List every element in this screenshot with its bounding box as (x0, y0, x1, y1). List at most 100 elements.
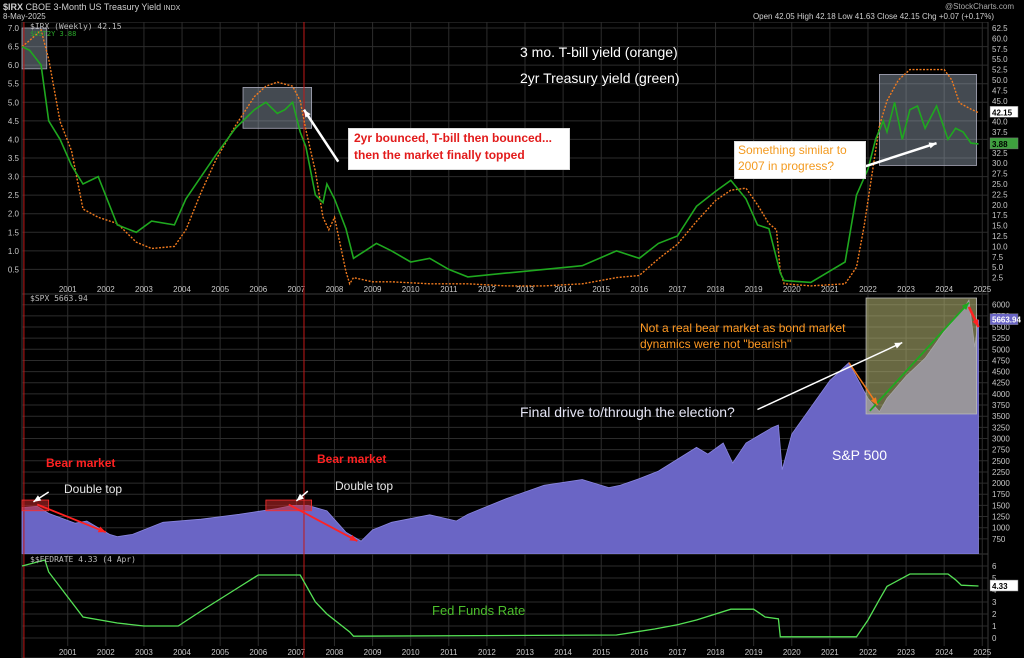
spx-tick-3000: 3000 (992, 434, 1010, 443)
bear-2000-arrow-head (97, 526, 106, 533)
fedrate-frame (21, 554, 989, 658)
bear-market-2000-label: Bear market (46, 456, 116, 470)
fed-x-tick-2010: 2010 (402, 648, 420, 657)
irx-right-tick-52-5: 52.5 (992, 66, 1008, 75)
fed-x-tick-2024: 2024 (935, 648, 953, 657)
fed-x-tick-2003: 2003 (135, 648, 153, 657)
similar-annotation-line2: 2007 in progress? (738, 159, 835, 173)
fed-x-tick-2013: 2013 (516, 648, 534, 657)
irx-right-tick-32-5: 32.5 (992, 149, 1008, 158)
x-tick-2009: 2009 (364, 285, 382, 294)
date-label: 8-May-2025 (3, 12, 46, 21)
irx-left-tick-1-0: 1.0 (8, 247, 20, 256)
fedrate-last-value-bg (989, 579, 1019, 592)
fed-x-tick-2014: 2014 (554, 648, 572, 657)
fed-tick-2: 2 (992, 610, 997, 619)
double-top-2000-label: Double top (64, 482, 123, 496)
fed-x-tick-2023: 2023 (897, 648, 915, 657)
irx-left-tick-2-5: 2.5 (8, 191, 20, 200)
irx-right-tick-60-0: 60.0 (992, 34, 1008, 43)
sp500-annotation: S&P 500 (832, 447, 888, 463)
x-tick-2023: 2023 (897, 285, 915, 294)
x-tick-2001: 2001 (59, 285, 77, 294)
x-tick-2020: 2020 (783, 285, 801, 294)
bear-market-2007-label: Bear market (317, 452, 387, 466)
irx-left-tick-5-5: 5.5 (8, 80, 20, 89)
fed-x-tick-2002: 2002 (97, 648, 115, 657)
fedrate-legend: $$FEDRATE 4.33 (4 Apr) (30, 555, 136, 564)
spx-tick-750: 750 (992, 535, 1006, 544)
fedrate-panel: 2001 2002 2003 2004 2005 2006 2007 2008 2009 2010… (21, 554, 1019, 658)
spx-tick-5000: 5000 (992, 345, 1010, 354)
finaldrive-annotation: Final drive to/through the election? (520, 404, 735, 420)
irx-right-tick-37-5: 37.5 (992, 128, 1008, 137)
notbear-annotation-line2: dynamics were not "bearish" (640, 337, 792, 351)
irx-right-tick-62-5: 62.5 (992, 24, 1008, 33)
x-tick-2010: 2010 (402, 285, 420, 294)
similar-annotation-line1: Something similar to (738, 143, 847, 157)
x-tick-2007: 2007 (287, 285, 305, 294)
irx-last-value-bg (989, 106, 1019, 118)
spx-tick-1750: 1750 (992, 490, 1010, 499)
x-tick-2025: 2025 (973, 285, 991, 294)
notbear-pointer-head (870, 397, 878, 406)
chart-title-line: $IRX CBOE 3-Month US Treasury Yield INDX (3, 2, 180, 12)
fed-x-tick-2020: 2020 (783, 648, 801, 657)
spx-tick-1500: 1500 (992, 501, 1010, 510)
spx-tick-5250: 5250 (992, 334, 1010, 343)
tbill-annotation: 3 mo. T-bill yield (orange) (520, 44, 678, 60)
x-tick-2019: 2019 (745, 285, 763, 294)
irx-left-tick-6-0: 6.0 (8, 61, 20, 70)
x-tick-2006: 2006 (249, 285, 267, 294)
spx-tick-4750: 4750 (992, 356, 1010, 365)
bounce-pointer-head (303, 109, 311, 118)
x-tick-2011: 2011 (440, 285, 458, 294)
fed-x-tick-2017: 2017 (669, 648, 687, 657)
irx-right-tick-45-0: 45.0 (992, 97, 1008, 106)
bounce-annotation-box (348, 128, 570, 170)
fed-x-tick-2008: 2008 (326, 648, 344, 657)
spx-last-value-bg (989, 313, 1019, 325)
similar-pointer-head (928, 142, 937, 149)
spx-tick-2750: 2750 (992, 446, 1010, 455)
fed-x-tick-2019: 2019 (745, 648, 763, 657)
spx-panel: 750 1000 1250 1500 1750 2000 2250 2500 2750 3000 3… (21, 294, 1021, 554)
fed-x-tick-2022: 2022 (859, 648, 877, 657)
fed-x-tick-2001: 2001 (59, 648, 77, 657)
fed-x-tick-2012: 2012 (478, 648, 496, 657)
spx-tick-4500: 4500 (992, 368, 1010, 377)
double-top-2000-pointer-head (33, 495, 42, 502)
irx-series-line (21, 28, 979, 287)
x-tick-2012: 2012 (478, 285, 496, 294)
spx-highlight-box-1 (21, 499, 50, 512)
irx-left-tick-3-0: 3.0 (8, 173, 20, 182)
irx-right-tick-17-5: 17.5 (992, 211, 1008, 220)
spx-legend: $SPX 5663.94 (30, 294, 88, 303)
irx-right-tick-50-0: 50.0 (992, 76, 1008, 85)
spx-frame (21, 294, 989, 554)
x-tick-2017: 2017 (669, 285, 687, 294)
irx-right-tick-20-0: 20.0 (992, 201, 1008, 210)
fed-tick-3: 3 (992, 598, 997, 607)
fed-x-tick-2009: 2009 (364, 648, 382, 657)
exchange-label: INDX (163, 5, 181, 12)
fed-tick-0: 0 (992, 634, 997, 643)
fed-x-tick-2021: 2021 (821, 648, 839, 657)
irx-left-tick-7-0: 7.0 (8, 24, 20, 33)
ohlc-readout: Open 42.05 High 42.18 Low 41.63 Close 42… (752, 12, 994, 21)
irx-right-tick-10-0: 10.0 (992, 242, 1008, 251)
irx-last-value: 42.15 (992, 108, 1013, 117)
spx-tick-2500: 2500 (992, 457, 1010, 466)
irx-right-tick-25-0: 25.0 (992, 180, 1008, 189)
spx-tick-1250: 1250 (992, 513, 1010, 522)
x-tick-2008: 2008 (326, 285, 344, 294)
spx-tick-6000: 6000 (992, 301, 1010, 310)
watermark: @StockCharts.com (944, 2, 1014, 11)
x-tick-2014: 2014 (554, 285, 572, 294)
fed-x-tick-2025: 2025 (973, 648, 991, 657)
fed-tick-5: 5 (992, 574, 997, 583)
fed-x-tick-2004: 2004 (173, 648, 191, 657)
spx-tick-3750: 3750 (992, 401, 1010, 410)
irx-left-tick-5-0: 5.0 (8, 98, 20, 107)
